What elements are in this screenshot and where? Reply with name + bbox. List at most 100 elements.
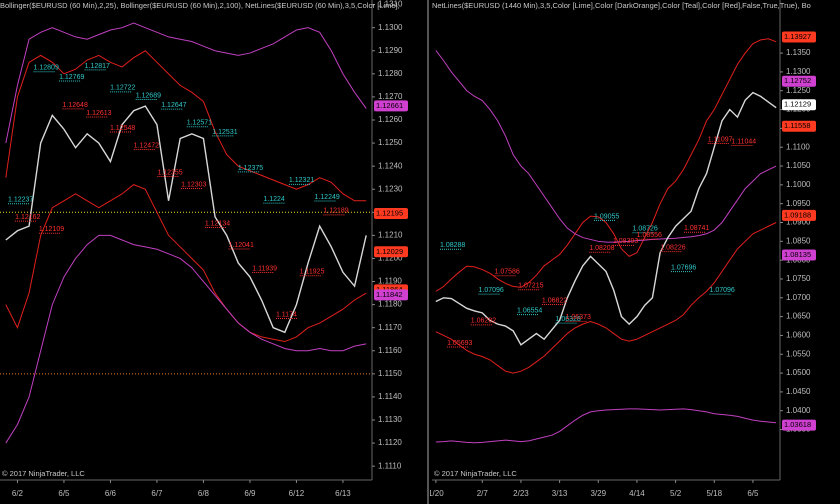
y-tick-label: 1.0900 — [786, 218, 811, 227]
net-label: 1.11097 — [708, 136, 733, 143]
price-badge-label: 1.12129 — [784, 100, 811, 109]
net-label: 1.12375 — [238, 165, 263, 172]
net-label: 1.08556 — [637, 232, 662, 239]
y-tick-label: 1.1130 — [378, 415, 402, 424]
y-tick-label: 1.0700 — [786, 293, 811, 302]
net-label: 1.07586 — [494, 269, 519, 276]
panel: 1.03501.04001.04501.05001.05501.06001.06… — [428, 0, 816, 498]
x-tick-label: 6/6 — [105, 489, 117, 498]
y-tick-label: 1.1310 — [378, 0, 403, 9]
y-tick-label: 1.1120 — [378, 438, 402, 447]
y-tick-label: 1.1180 — [378, 300, 402, 309]
x-tick-label: 5/18 — [706, 489, 722, 498]
net-label: 1.12134 — [205, 220, 230, 227]
net-label: 1.05693 — [447, 340, 472, 347]
price-badge-label: 1.03618 — [784, 420, 811, 429]
net-label: 1.07096 — [710, 287, 735, 294]
chart-header: NetLines($EURUSD (1440 Min),3,5,Color [L… — [432, 1, 811, 10]
net-label: 1.07096 — [479, 287, 504, 294]
net-label: 1.08393 — [613, 238, 638, 245]
net-label: 1.12162 — [15, 214, 40, 221]
net-label: 1.12531 — [212, 129, 237, 136]
series-line — [5, 50, 367, 202]
y-tick-label: 1.0550 — [786, 349, 811, 358]
net-label: 1.12472 — [134, 142, 159, 149]
copyright: © 2017 NinjaTrader, LLC — [434, 469, 517, 478]
series-line — [435, 91, 777, 346]
price-badge — [782, 419, 816, 431]
y-tick-label: 1.1160 — [378, 346, 402, 355]
series-line — [5, 234, 367, 444]
net-label: 1.12648 — [63, 102, 88, 109]
net-label: 1.08726 — [633, 226, 658, 233]
net-label: 1.1174 — [276, 311, 297, 318]
price-badge — [782, 75, 816, 87]
y-tick-label: 1.1300 — [786, 67, 811, 76]
copyright: © 2017 NinjaTrader, LLC — [2, 469, 85, 478]
panel: 1.1110 1.1120 1.1130 1.1140 1.1150 1.1160 1.11… — [0, 0, 408, 498]
net-label: 1.07696 — [671, 264, 696, 271]
price-badge — [374, 289, 408, 301]
price-badge-label: 1.11864 — [376, 285, 403, 294]
y-tick-label: 1.1240 — [378, 161, 403, 170]
price-badge-label: 1.12661 — [376, 101, 403, 110]
net-label: 1.12237 — [8, 197, 33, 204]
series-line — [435, 222, 777, 374]
y-tick-label: 1.1150 — [378, 369, 402, 378]
net-label: 1.12809 — [34, 65, 59, 72]
y-tick-label: 1.1290 — [378, 46, 403, 55]
price-badge — [374, 100, 408, 112]
x-tick-label: 5/2 — [670, 489, 682, 498]
net-label: 1.12769 — [59, 74, 84, 81]
y-tick-label: 1.0950 — [786, 199, 811, 208]
x-tick-label: 1/20 — [428, 489, 444, 498]
x-tick-label: 2/7 — [477, 489, 489, 498]
series-line — [435, 50, 777, 243]
net-label: 1.07215 — [518, 283, 543, 290]
y-tick-label: 1.0450 — [786, 387, 811, 396]
net-label: 1.12613 — [86, 110, 111, 117]
price-badge-label: 1.09188 — [784, 210, 811, 219]
price-badge-label: 1.08135 — [784, 250, 811, 259]
chart-header: Bollinger($EURUSD (60 Min),2,25), Bollin… — [0, 1, 400, 10]
y-tick-label: 1.1300 — [378, 23, 403, 32]
series-line — [5, 184, 367, 343]
x-tick-label: 6/12 — [289, 489, 305, 498]
x-tick-label: 3/13 — [552, 489, 568, 498]
net-label: 1.11939 — [252, 265, 277, 272]
series-line — [5, 22, 367, 144]
price-badge — [782, 99, 816, 111]
net-label: 1.12303 — [181, 181, 206, 188]
net-label: 1.12722 — [110, 85, 135, 92]
net-label: 1.12109 — [39, 226, 64, 233]
price-badge-label: 1.12029 — [376, 247, 403, 256]
x-tick-label: 6/9 — [244, 489, 256, 498]
price-badge — [782, 120, 816, 132]
net-label: 1.08288 — [440, 242, 465, 249]
net-label: 1.12689 — [136, 92, 161, 99]
x-tick-label: 6/5 — [747, 489, 759, 498]
net-label: 1.12321 — [289, 177, 314, 184]
price-badge — [782, 209, 816, 221]
y-tick-label: 1.1270 — [378, 92, 403, 101]
y-tick-label: 1.1250 — [378, 138, 403, 147]
y-tick-label: 1.1100 — [786, 142, 810, 151]
x-tick-label: 2/23 — [513, 489, 529, 498]
y-tick-label: 1.0400 — [786, 406, 811, 415]
net-label: 1.12548 — [110, 125, 135, 132]
net-label: 1.06822 — [542, 297, 567, 304]
y-tick-label: 1.1210 — [378, 230, 403, 239]
y-tick-label: 1.1170 — [378, 323, 402, 332]
y-tick-label: 1.1110 — [378, 461, 402, 470]
price-badge — [782, 31, 816, 43]
price-badge-label: 1.12752 — [784, 76, 811, 85]
series-line — [435, 408, 777, 444]
x-tick-label: 6/2 — [12, 489, 24, 498]
price-badge — [782, 249, 816, 261]
price-badge-label: 1.12195 — [376, 208, 403, 217]
net-label: 1.09055 — [594, 213, 619, 220]
net-label: 1.06282 — [471, 318, 496, 325]
price-badge-label: 1.13927 — [784, 32, 811, 41]
net-label: 1.12355 — [157, 169, 182, 176]
